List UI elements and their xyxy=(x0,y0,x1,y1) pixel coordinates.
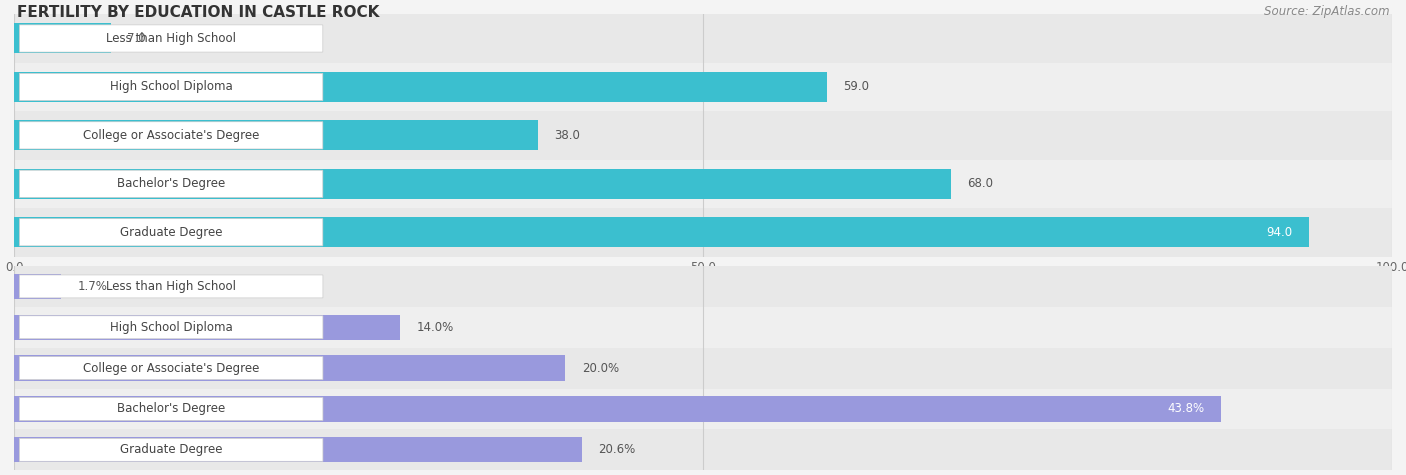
Bar xyxy=(14,72,827,102)
Text: 38.0: 38.0 xyxy=(554,129,581,142)
FancyBboxPatch shape xyxy=(20,218,323,246)
Text: 68.0: 68.0 xyxy=(967,177,994,190)
Bar xyxy=(14,389,1392,429)
FancyBboxPatch shape xyxy=(20,398,323,420)
Text: 1.7%: 1.7% xyxy=(77,280,107,293)
Bar xyxy=(14,314,399,340)
Bar xyxy=(14,63,1392,111)
FancyBboxPatch shape xyxy=(20,275,323,298)
Text: 7.0: 7.0 xyxy=(127,32,146,45)
Text: Bachelor's Degree: Bachelor's Degree xyxy=(117,402,225,416)
Text: College or Associate's Degree: College or Associate's Degree xyxy=(83,129,259,142)
Bar xyxy=(14,266,1392,307)
Bar xyxy=(14,160,1392,208)
Bar xyxy=(14,14,1392,63)
Bar xyxy=(14,120,537,151)
Bar xyxy=(14,169,950,199)
FancyBboxPatch shape xyxy=(20,357,323,380)
Bar xyxy=(14,217,1309,247)
Text: Less than High School: Less than High School xyxy=(105,32,236,45)
Text: High School Diploma: High School Diploma xyxy=(110,80,232,94)
Text: Bachelor's Degree: Bachelor's Degree xyxy=(117,177,225,190)
FancyBboxPatch shape xyxy=(20,25,323,52)
Text: 94.0: 94.0 xyxy=(1267,226,1292,239)
Text: Less than High School: Less than High School xyxy=(105,280,236,293)
Text: 43.8%: 43.8% xyxy=(1167,402,1205,416)
Text: 20.6%: 20.6% xyxy=(599,443,636,456)
Text: 14.0%: 14.0% xyxy=(416,321,454,334)
Bar xyxy=(14,396,1220,422)
Text: Graduate Degree: Graduate Degree xyxy=(120,226,222,239)
FancyBboxPatch shape xyxy=(20,316,323,339)
Bar xyxy=(14,437,582,463)
Bar xyxy=(14,355,565,381)
Bar xyxy=(14,274,60,299)
Text: FERTILITY BY EDUCATION IN CASTLE ROCK: FERTILITY BY EDUCATION IN CASTLE ROCK xyxy=(17,5,380,20)
Bar xyxy=(14,348,1392,389)
Bar xyxy=(14,111,1392,160)
Text: Source: ZipAtlas.com: Source: ZipAtlas.com xyxy=(1264,5,1389,18)
Bar xyxy=(14,429,1392,470)
FancyBboxPatch shape xyxy=(20,170,323,198)
Text: 59.0: 59.0 xyxy=(844,80,869,94)
Bar xyxy=(14,208,1392,256)
Text: Graduate Degree: Graduate Degree xyxy=(120,443,222,456)
FancyBboxPatch shape xyxy=(20,73,323,101)
Text: College or Associate's Degree: College or Associate's Degree xyxy=(83,361,259,375)
Bar xyxy=(14,307,1392,348)
FancyBboxPatch shape xyxy=(20,122,323,149)
Bar xyxy=(14,23,111,54)
FancyBboxPatch shape xyxy=(20,438,323,461)
Text: 20.0%: 20.0% xyxy=(582,361,619,375)
Text: High School Diploma: High School Diploma xyxy=(110,321,232,334)
